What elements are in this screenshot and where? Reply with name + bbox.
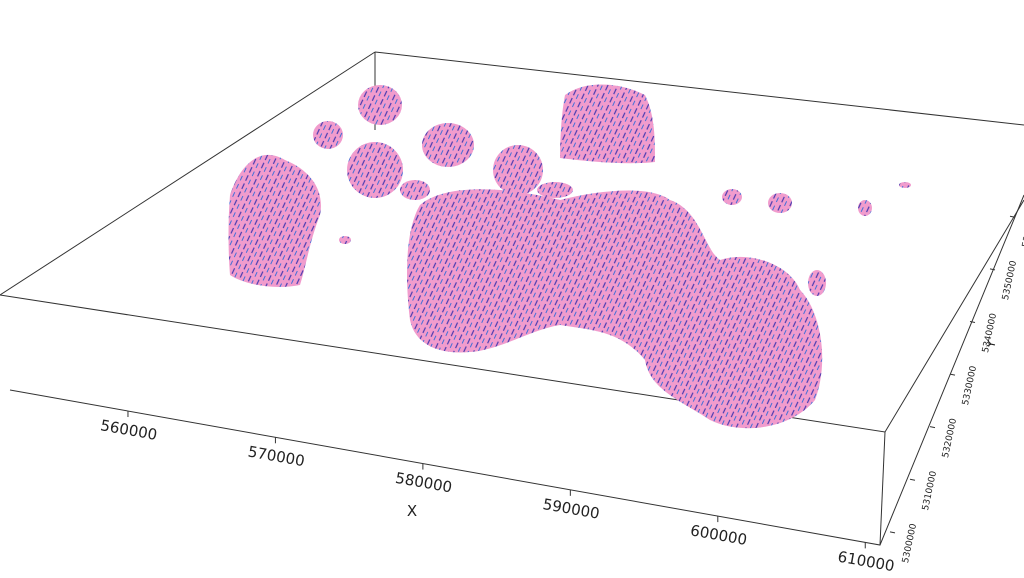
x-tick-label: 610000 <box>836 548 896 576</box>
y-tick-label: 5330000 <box>961 365 979 407</box>
y-tick <box>989 268 996 271</box>
y-tick-label: 5350000 <box>1001 260 1019 302</box>
y-tick <box>1009 215 1016 218</box>
y-tick <box>889 531 896 534</box>
y-tick-label: 5320000 <box>941 417 959 459</box>
x-tick-label: 590000 <box>541 495 601 523</box>
y-tick <box>929 426 936 429</box>
x-tick-label: 580000 <box>394 469 454 497</box>
x-axis-label: X <box>407 502 417 520</box>
x-tick-label: 600000 <box>689 521 749 549</box>
volume <box>228 84 911 429</box>
y-tick <box>969 320 976 323</box>
x-tick-label: 570000 <box>247 443 307 471</box>
y-tick <box>909 478 916 481</box>
x-tick-label: 560000 <box>99 416 159 444</box>
y-axis-label: Y <box>984 339 998 350</box>
y-tick <box>949 373 956 376</box>
y-tick-label: 5300000 <box>901 523 919 565</box>
y-tick-label: 5310000 <box>921 470 939 512</box>
box <box>0 51 1024 546</box>
